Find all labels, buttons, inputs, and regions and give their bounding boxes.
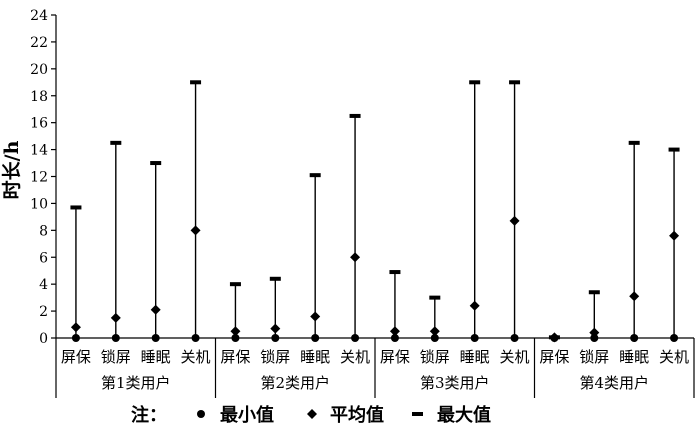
min-marker — [390, 334, 399, 342]
min-marker — [351, 334, 360, 342]
mean-marker — [469, 300, 480, 311]
max-marker — [229, 282, 241, 287]
mean-marker — [389, 326, 400, 337]
group-label: 第4类用户 — [579, 374, 649, 392]
category-label: 屏保 — [220, 348, 250, 366]
max-marker — [668, 147, 680, 152]
axes — [51, 14, 695, 398]
legend-label-mean: 平均值 — [330, 404, 384, 426]
mean-marker — [230, 326, 241, 337]
y-tick-label: 12 — [30, 170, 48, 186]
y-tick-label: 2 — [39, 304, 48, 320]
legend-marker-mean — [307, 409, 317, 419]
category-label: 锁屏 — [260, 348, 290, 366]
y-tick-label: 0 — [39, 331, 48, 347]
y-tick-label: 18 — [30, 89, 48, 105]
min-marker — [550, 334, 559, 342]
max-marker — [588, 290, 600, 295]
min-marker — [670, 334, 679, 342]
y-tick-label: 6 — [39, 250, 48, 266]
y-tick-label: 14 — [30, 143, 48, 159]
mean-marker — [669, 230, 680, 241]
max-marker — [190, 80, 202, 85]
group-label: 第1类用户 — [101, 374, 171, 392]
min-marker — [191, 334, 200, 342]
mean-marker — [70, 322, 81, 333]
legend-label-max: 最大值 — [437, 404, 491, 426]
max-marker — [509, 80, 521, 85]
min-marker — [590, 334, 599, 342]
min-marker — [231, 334, 240, 342]
category-label: 关机 — [340, 348, 370, 366]
mean-marker — [150, 304, 161, 315]
min-marker — [430, 334, 439, 342]
category-label: 睡眠 — [141, 348, 171, 366]
group-label: 第3类用户 — [420, 374, 490, 392]
min-marker — [71, 334, 80, 342]
group-labels: 第1类用户 第2类用户 第3类用户 第4类用户 — [101, 374, 649, 392]
min-marker — [510, 334, 519, 342]
group-label: 第2类用户 — [260, 374, 330, 392]
mean-marker — [310, 311, 321, 322]
min-marker — [311, 334, 320, 342]
legend-marker-min — [197, 410, 205, 418]
max-marker — [70, 205, 82, 210]
y-tick-label: 20 — [30, 62, 48, 78]
mean-marker — [429, 326, 440, 337]
min-marker — [111, 334, 120, 342]
category-label: 睡眠 — [619, 348, 649, 366]
category-label: 关机 — [181, 348, 211, 366]
category-label: 关机 — [500, 348, 530, 366]
y-tick-label: 24 — [30, 8, 48, 24]
category-label: 屏保 — [539, 348, 569, 366]
category-label: 屏保 — [61, 348, 91, 366]
mean-marker — [629, 291, 640, 302]
category-label: 屏保 — [380, 348, 410, 366]
mean-marker — [190, 225, 201, 236]
mean-marker — [350, 252, 361, 263]
y-tick-label: 22 — [30, 35, 48, 51]
series-marks — [70, 80, 680, 343]
max-marker — [469, 80, 481, 85]
max-marker — [429, 295, 441, 300]
max-marker — [389, 270, 401, 275]
category-label: 锁屏 — [420, 348, 450, 366]
y-tick-label: 16 — [30, 116, 48, 132]
category-label: 锁屏 — [579, 348, 609, 366]
max-marker — [150, 161, 162, 166]
legend-label-min: 最小值 — [220, 404, 274, 426]
mean-marker — [509, 215, 520, 226]
min-marker — [151, 334, 160, 342]
mean-marker — [110, 312, 121, 323]
legend: 注： 最小值 平均值 最大值 — [131, 404, 491, 426]
max-marker — [309, 173, 321, 178]
legend-prefix: 注： — [131, 404, 167, 426]
category-labels: 屏保 锁屏 睡眠 关机 屏保 锁屏 睡眠 关机 屏保 锁屏 睡眠 关机 屏保 锁屏 睡眠 关机 — [61, 348, 689, 366]
legend-marker-max — [412, 412, 423, 416]
max-marker — [349, 113, 361, 118]
category-label: 锁屏 — [101, 348, 131, 366]
category-label: 关机 — [659, 348, 689, 366]
max-marker — [628, 140, 640, 145]
category-label: 睡眠 — [300, 348, 330, 366]
y-axis-label: 时长/h — [1, 140, 23, 199]
min-marker — [470, 334, 479, 342]
min-marker — [630, 334, 639, 342]
category-label: 睡眠 — [460, 348, 490, 366]
y-tick-label: 8 — [39, 223, 48, 239]
max-marker — [269, 276, 281, 281]
y-tick-label: 4 — [39, 277, 48, 293]
y-tick-label: 10 — [30, 196, 48, 212]
mean-marker — [270, 323, 281, 334]
min-marker — [271, 334, 280, 342]
max-marker — [110, 140, 122, 145]
